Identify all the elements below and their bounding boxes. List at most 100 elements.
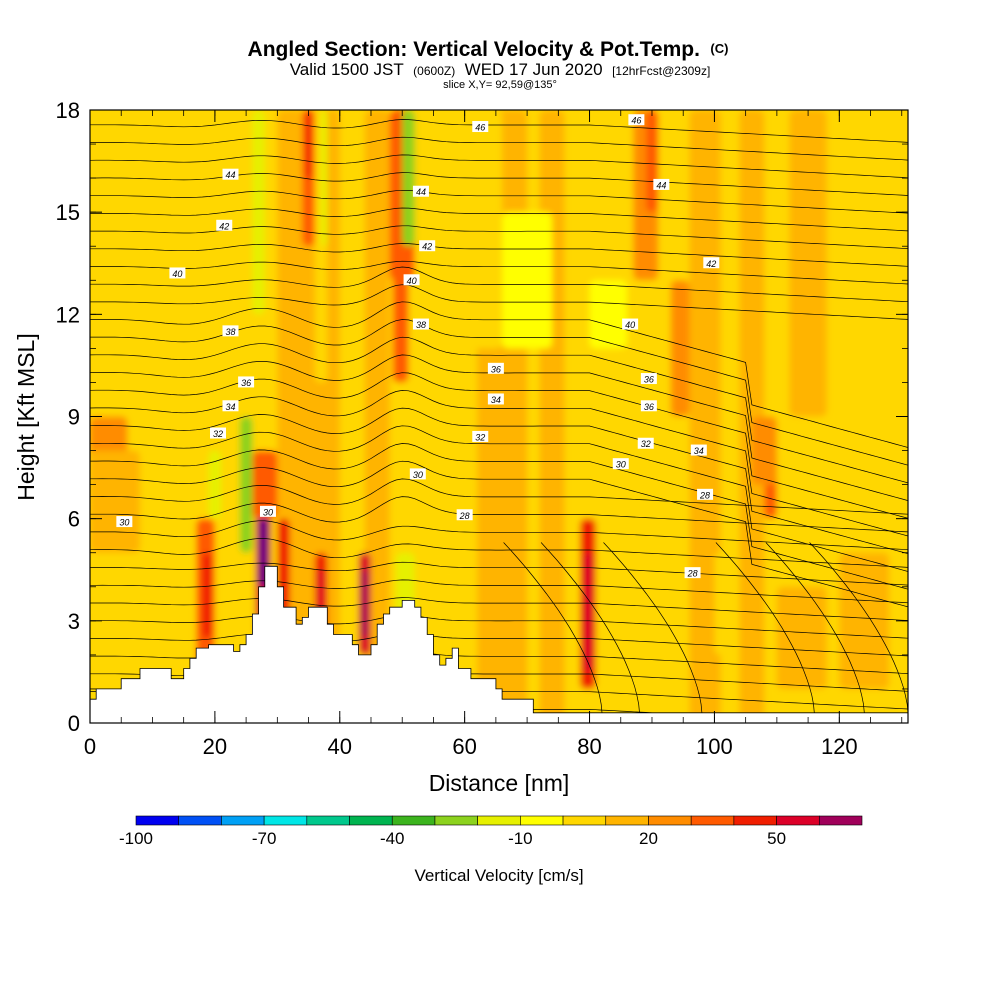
theta-isoline: [715, 542, 815, 713]
label-backdrop: [622, 318, 639, 330]
theta-contour-label-text: 42: [706, 259, 716, 269]
x-tick-label: 20: [203, 734, 227, 759]
x-axis-label: Distance [nm]: [429, 770, 570, 796]
theta-contour-label: 32: [210, 427, 227, 439]
velocity-band: [645, 110, 659, 213]
theta-contour-label: 28: [697, 488, 714, 500]
label-backdrop: [684, 567, 701, 579]
theta-contour-label: 44: [653, 178, 670, 190]
theta-isoline: [90, 579, 908, 604]
velocity-band: [252, 110, 265, 315]
theta-contour-label-text: 36: [491, 364, 501, 374]
theta-contour-label-text: 32: [213, 429, 223, 439]
velocity-band: [751, 416, 777, 485]
theta-contour-label: 42: [216, 219, 233, 231]
colorbar-swatch: [776, 815, 820, 826]
velocity-band: [202, 552, 212, 638]
theta-contour-label: 34: [487, 393, 504, 405]
theta-contour-label: 36: [640, 400, 657, 412]
theta-isoline: [90, 496, 908, 533]
y-tick-label: 3: [68, 609, 80, 634]
theta-contour-label-text: 30: [413, 470, 423, 480]
theta-contour-label-text: 34: [225, 402, 235, 412]
theta-contour-label-text: 28: [699, 490, 710, 500]
theta-isoline: [90, 443, 908, 590]
y-tick-label: 18: [56, 98, 80, 123]
theta-contour-label-text: 44: [225, 170, 235, 180]
label-backdrop: [222, 325, 239, 337]
theta-contour-label-text: 34: [694, 446, 704, 456]
velocity-band: [776, 586, 827, 689]
theta-contour-label: 30: [409, 468, 426, 480]
velocity-band: [321, 110, 328, 247]
slice-info: slice X,Y= 92,59@135°: [443, 79, 557, 91]
theta-contour-label-text: 40: [407, 276, 417, 286]
theta-isoline: [90, 407, 908, 555]
x-tick-label: 100: [696, 734, 733, 759]
theta-contour-label-text: 30: [263, 507, 273, 517]
theta-isoline: [90, 520, 908, 551]
theta-contour-label-text: 36: [644, 375, 654, 385]
theta-contour-label: 34: [222, 400, 239, 412]
theta-contour-label: 46: [628, 114, 645, 126]
theta-contour-label-text: 28: [687, 569, 698, 579]
colorbar-swatch: [306, 815, 350, 826]
x-tick-label: 60: [452, 734, 476, 759]
colorbar-swatch: [434, 815, 478, 826]
colorbar: -100 -70 -40 -10 20 50: [119, 815, 863, 848]
theta-contour-label-text: 38: [225, 327, 235, 337]
theta-contour-label: 32: [637, 437, 654, 449]
velocity-shading: [90, 110, 908, 723]
label-backdrop: [456, 509, 473, 521]
theta-contour-label-text: 30: [119, 518, 129, 528]
colorbar-swatch: [648, 815, 692, 826]
colorbar-swatch: [605, 815, 649, 826]
velocity-band: [670, 280, 690, 417]
theta-contour-label-text: 46: [631, 116, 641, 126]
theta-contour-label: 30: [116, 516, 133, 528]
velocity-band: [739, 110, 765, 723]
label-backdrop: [116, 516, 133, 528]
label-backdrop: [169, 267, 186, 279]
colorbar-tick-label: -10: [508, 829, 533, 848]
y-tick-label: 0: [68, 711, 80, 736]
theta-contour-label: 34: [690, 444, 707, 456]
label-backdrop: [222, 400, 239, 412]
theta-isoline: [90, 154, 908, 179]
velocity-band: [102, 110, 165, 383]
theta-contour-label: 38: [412, 318, 429, 330]
theta-contour-label-text: 44: [656, 180, 666, 190]
theta-contour-label: 28: [456, 509, 473, 521]
theta-isoline: [90, 538, 908, 568]
colorbar-swatch: [221, 815, 265, 826]
theta-contour-label: 46: [472, 121, 489, 133]
label-backdrop: [653, 178, 670, 190]
chart-title-block: Angled Section: Vertical Velocity & Pot.…: [248, 38, 729, 91]
theta-contour-labels: 46 46 44 44 44 42 42 42 40 40 40 38 38 36 36 36 34 34 36 32…: [116, 114, 720, 579]
theta-isoline: [90, 336, 908, 484]
theta-contour-label-text: 40: [625, 320, 635, 330]
theta-contour-label: 32: [472, 430, 489, 442]
velocity-band: [439, 450, 465, 621]
theta-contour-label: 30: [612, 458, 629, 470]
theta-contour-label: 44: [222, 168, 239, 180]
velocity-band: [789, 110, 827, 417]
velocity-band: [392, 246, 409, 383]
chart-title: Angled Section: Vertical Velocity & Pot.…: [248, 38, 729, 61]
colorbar-tick-label: -40: [380, 829, 405, 848]
theta-isoline: [90, 266, 908, 303]
label-backdrop: [216, 219, 233, 231]
label-backdrop: [210, 427, 227, 439]
theta-contour-label-text: 36: [241, 378, 251, 388]
colorbar-tick-label: -100: [119, 829, 153, 848]
label-backdrop: [703, 257, 720, 269]
theta-contour-label: 36: [640, 373, 657, 385]
theta-isoline: [809, 542, 908, 713]
x-tick-label: 80: [577, 734, 601, 759]
theta-contour-label-text: 32: [641, 439, 651, 449]
theta-isoline: [90, 478, 908, 515]
theta-contour-label: 40: [403, 274, 420, 286]
colorbar-tick-label: -70: [252, 829, 277, 848]
theta-contour-label: 42: [703, 257, 720, 269]
